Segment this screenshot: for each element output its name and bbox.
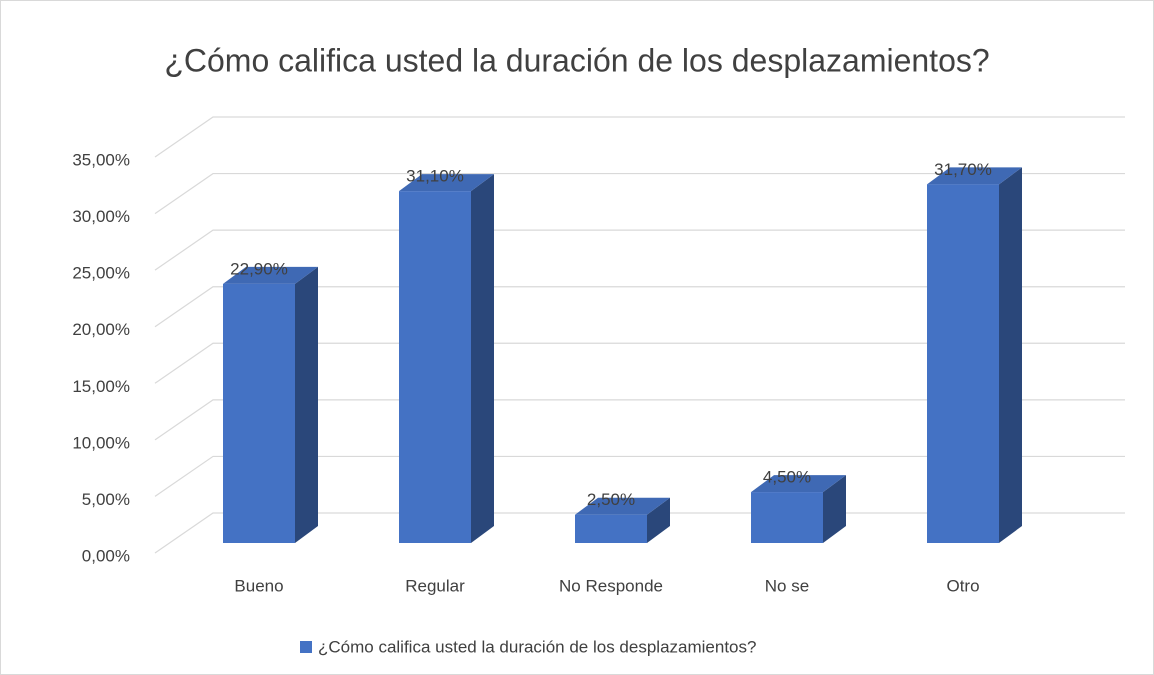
legend-swatch — [300, 641, 312, 653]
x-tick-label: No se — [765, 576, 809, 595]
y-tick-label: 5,00% — [82, 490, 130, 509]
bar — [575, 514, 647, 543]
grid-line — [154, 455, 1125, 497]
bar-top — [399, 174, 494, 192]
bar-top — [223, 266, 318, 284]
y-tick-label: 25,00% — [72, 264, 130, 283]
grid-line — [154, 286, 1125, 328]
y-tick-label: 0,00% — [82, 546, 130, 565]
x-tick-label: Regular — [405, 576, 465, 595]
bar-top — [927, 167, 1022, 185]
chart-title: ¿Cómo califica usted la duración de los … — [164, 42, 989, 78]
y-tick-label: 35,00% — [72, 150, 130, 169]
bar-top — [751, 475, 846, 493]
bar-side — [295, 266, 318, 543]
data-label: 22,90% — [230, 259, 288, 278]
bar — [751, 492, 823, 543]
grid-line — [154, 116, 1125, 158]
bar — [223, 283, 295, 543]
grid-line — [154, 399, 1125, 441]
bar-top — [575, 497, 670, 515]
bar-side — [471, 174, 494, 543]
grid-line — [154, 229, 1125, 271]
legend-label: ¿Cómo califica usted la duración de los … — [318, 637, 756, 656]
y-tick-label: 30,00% — [72, 207, 130, 226]
y-tick-label: 20,00% — [72, 320, 130, 339]
x-tick-label: Otro — [946, 576, 979, 595]
y-tick-label: 10,00% — [72, 433, 130, 452]
bar-side — [999, 167, 1022, 543]
bar — [927, 184, 999, 543]
bar-side — [647, 497, 670, 543]
data-label: 4,50% — [763, 468, 811, 487]
y-tick-label: 15,00% — [72, 377, 130, 396]
grid-line — [154, 342, 1125, 384]
grid-line — [154, 172, 1125, 215]
x-tick-label: No Responde — [559, 576, 663, 595]
bar-side — [823, 475, 846, 543]
data-label: 2,50% — [587, 490, 635, 509]
x-tick-label: Bueno — [234, 576, 283, 595]
bar — [399, 191, 471, 543]
data-label: 31,70% — [934, 160, 992, 179]
data-label: 31,10% — [406, 167, 464, 186]
